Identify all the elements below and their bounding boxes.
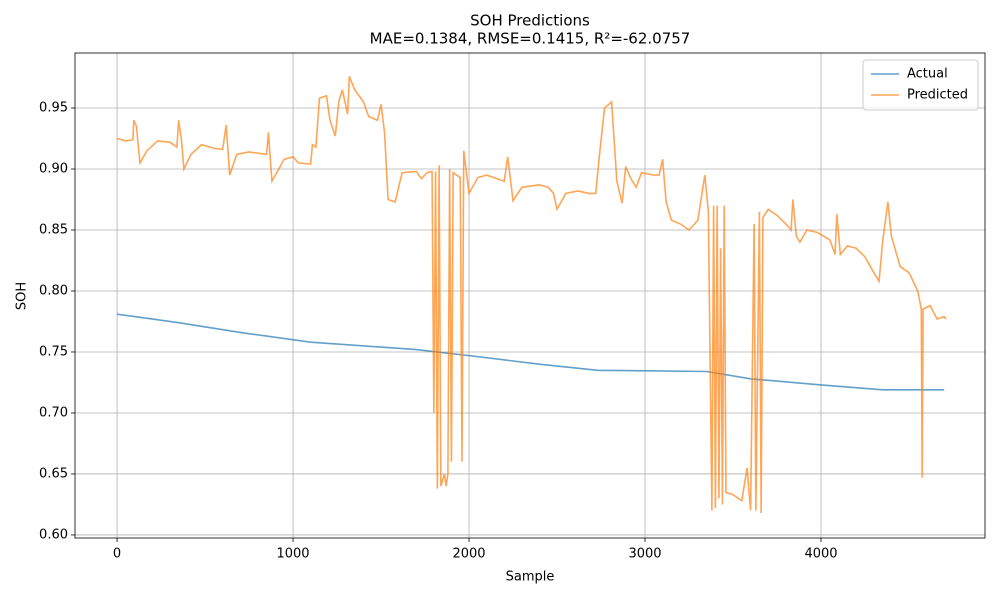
data-line: [116, 313, 945, 391]
legend-label: Predicted: [907, 88, 968, 103]
y-tick-label: 0.65: [39, 466, 68, 481]
y-tick-label: 0.90: [39, 162, 68, 177]
x-tick-label: 1000: [276, 547, 309, 562]
x-tick-label: 0: [113, 547, 121, 562]
legend-box: [862, 59, 979, 111]
y-tick-label: 0.70: [39, 405, 68, 420]
y-tick-label: 0.85: [39, 222, 68, 237]
y-tick-label: 0.75: [39, 344, 68, 359]
chart-title: SOH Predictions: [470, 12, 590, 30]
plot-frame: [74, 52, 986, 539]
y-tick-label: 0.95: [39, 101, 68, 116]
chart-subtitle: MAE=0.1384, RMSE=0.1415, R²=-62.0757: [370, 30, 691, 48]
x-tick-label: 2000: [452, 547, 485, 562]
x-axis-label: Sample: [506, 570, 555, 585]
y-axis-label: SOH: [15, 282, 30, 310]
legend-label: Actual: [907, 67, 948, 82]
x-tick-label: 3000: [628, 547, 661, 562]
data-line: [116, 76, 947, 513]
x-tick-label: 4000: [804, 547, 837, 562]
y-tick-label: 0.60: [39, 527, 68, 542]
y-tick-label: 0.80: [39, 283, 68, 298]
